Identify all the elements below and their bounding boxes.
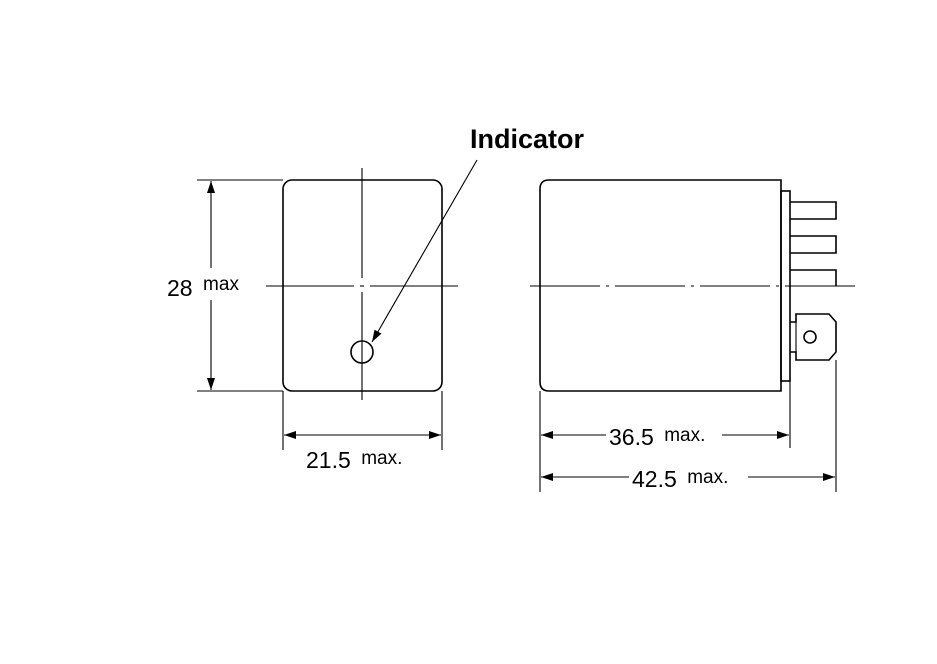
overall-length-unit: max. <box>687 467 728 488</box>
terminal-pin-1 <box>790 201 837 220</box>
body-length-unit: max. <box>664 425 705 446</box>
quick-connect-tab <box>790 313 837 361</box>
body-length-value: 36.5 <box>609 424 654 450</box>
indicator-label: Indicator <box>470 124 585 154</box>
width-dimension-label: 21.5 max. <box>306 447 402 473</box>
indicator-leader-arrow <box>371 159 478 343</box>
terminal-pin-3 <box>790 269 837 286</box>
overall-length-label: 42.5 max. <box>632 466 728 492</box>
body-length-label: 36.5 max. <box>609 424 705 450</box>
indicator-lamp-icon <box>350 340 374 364</box>
width-unit: max. <box>361 448 402 469</box>
terminal-pin-2 <box>790 235 837 254</box>
width-value: 21.5 <box>306 447 351 473</box>
tab-hole-icon <box>803 330 817 344</box>
front-view: Indicator 28 max 21.5 max. <box>167 124 585 473</box>
height-dimension-label: 28 max <box>167 274 239 301</box>
side-view: 36.5 max. 42.5 max. <box>530 179 856 492</box>
height-unit: max <box>203 274 239 295</box>
overall-length-value: 42.5 <box>632 466 677 492</box>
side-body-outline <box>539 179 782 392</box>
height-value: 28 <box>167 275 193 301</box>
